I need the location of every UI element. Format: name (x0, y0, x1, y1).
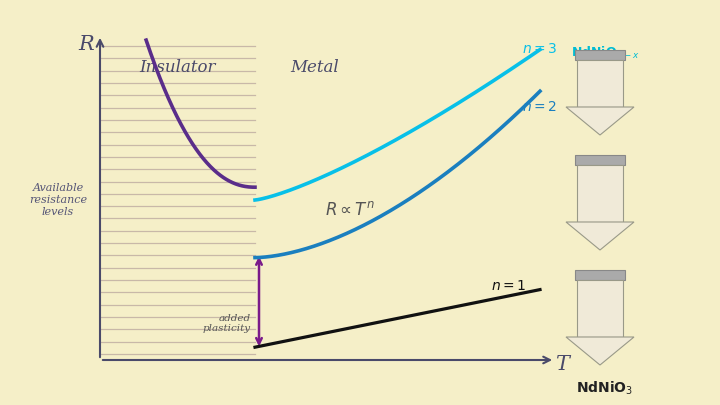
Text: $n= 2$: $n= 2$ (522, 100, 557, 113)
Text: NdNiO$_{3-x}$: NdNiO$_{3-x}$ (571, 45, 639, 61)
Bar (577, 165, 623, 222)
Text: Available
resistance
levels: Available resistance levels (29, 183, 87, 217)
Polygon shape (566, 337, 634, 365)
Text: Metal: Metal (291, 60, 339, 77)
FancyBboxPatch shape (575, 155, 625, 165)
Text: added
plasticity: added plasticity (203, 314, 251, 333)
Text: $R \propto T^n$: $R \propto T^n$ (325, 201, 375, 219)
FancyBboxPatch shape (575, 270, 625, 280)
Text: $n= 1$: $n= 1$ (491, 279, 526, 293)
Polygon shape (566, 107, 634, 135)
Polygon shape (566, 222, 634, 250)
Text: Insulator: Insulator (139, 60, 216, 77)
Bar (577, 60, 623, 107)
Text: NdNiO$_3$: NdNiO$_3$ (577, 380, 634, 397)
Text: T: T (555, 354, 569, 373)
Text: R: R (78, 36, 94, 55)
Text: $n= 3$: $n= 3$ (522, 42, 557, 56)
Text: Oxygen: Oxygen (595, 191, 605, 234)
Bar (577, 280, 623, 337)
FancyBboxPatch shape (575, 50, 625, 60)
